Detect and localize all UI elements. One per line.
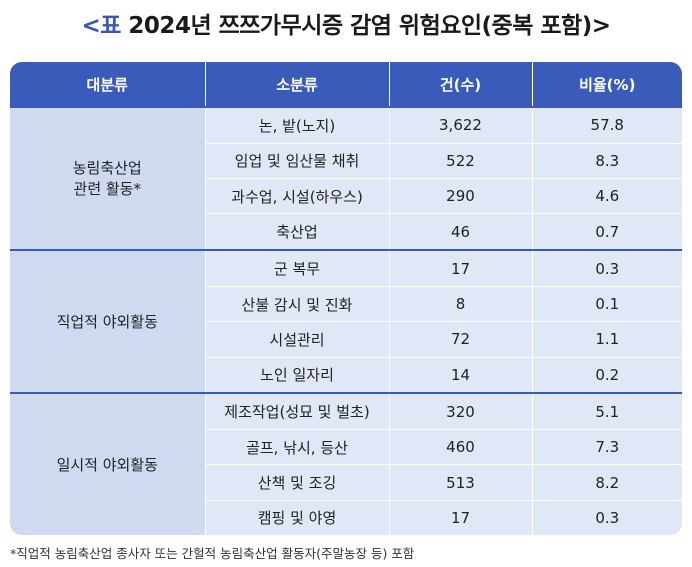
title-prefix: <표 xyxy=(81,13,121,39)
sub-category-cell: 임업 및 임산물 채취 xyxy=(204,142,389,179)
ratio-cell: 57.8 xyxy=(531,105,682,144)
count-cell: 3,622 xyxy=(388,105,532,144)
sub-category-cell: 골프, 낚시, 등산 xyxy=(204,428,389,465)
ratio-cell: 8.3 xyxy=(531,142,682,179)
count-cell: 460 xyxy=(388,428,532,465)
count-cell: 72 xyxy=(388,321,532,358)
page-title: <표 2024년 쯔쯔가무시증 감염 위험요인(중복 포함)> xyxy=(0,6,692,40)
ratio-cell: 0.1 xyxy=(531,285,682,322)
table-row: 골프, 낚시, 등산 460 7.3 xyxy=(10,428,682,465)
table-row: 직업적 야외활동 군 복무 17 0.3 xyxy=(10,249,682,394)
count-cell: 522 xyxy=(388,142,532,179)
sub-category-cell: 산책 및 조깅 xyxy=(204,464,389,501)
table-row: 임업 및 임산물 채취 522 8.3 xyxy=(10,142,682,179)
risk-factor-table: 대분류 소분류 건(수) 비율(%) 농림축산업 관련 활동* 논, 밭(노지)… xyxy=(10,62,682,535)
sub-category-cell: 과수업, 시설(하우스) xyxy=(204,178,389,214)
sub-category-cell: 군 복무 xyxy=(204,249,389,287)
table-row: 노인 일자리 14 0.2 xyxy=(10,356,682,394)
sub-category-cell: 축산업 xyxy=(204,213,389,251)
sub-category-cell: 캠핑 및 야영 xyxy=(204,499,389,535)
sub-category-cell: 산불 감시 및 진화 xyxy=(204,285,389,322)
footnote: *직업적 농림축산업 종사자 또는 간헐적 농림축산업 활동자(주말농장 등) … xyxy=(10,546,415,561)
count-cell: 17 xyxy=(388,249,532,287)
ratio-cell: 0.3 xyxy=(531,249,682,287)
count-cell: 17 xyxy=(388,499,532,535)
table-row: 캠핑 및 야영 17 0.3 xyxy=(10,499,682,535)
ratio-cell: 1.1 xyxy=(531,321,682,358)
ratio-cell: 7.3 xyxy=(531,428,682,465)
header-ratio: 비율(%) xyxy=(531,62,682,107)
ratio-cell: 0.7 xyxy=(531,213,682,251)
category-cell-agriculture: 농림축산업 관련 활동* xyxy=(10,105,205,251)
category-label-line: 농림축산업 xyxy=(72,159,142,178)
ratio-cell: 4.6 xyxy=(531,178,682,214)
count-cell: 290 xyxy=(388,178,532,214)
table-row: 일시적 야외활동 제조작업(성묘 및 벌초) 320 5.1 xyxy=(10,392,682,535)
table-header-row: 대분류 소분류 건(수) 비율(%) xyxy=(10,62,682,107)
sub-category-cell: 논, 밭(노지) xyxy=(204,105,389,144)
category-cell-occupational: 직업적 야외활동 xyxy=(10,249,205,394)
table-row: 농림축산업 관련 활동* 논, 밭(노지) 3,622 57.8 xyxy=(10,105,682,251)
header-major-category: 대분류 xyxy=(10,62,205,107)
category-label-line: 직업적 야외활동 xyxy=(56,312,158,331)
header-sub-category: 소분류 xyxy=(204,62,389,107)
table-row: 시설관리 72 1.1 xyxy=(10,321,682,358)
title-text: 2024년 쯔쯔가무시증 감염 위험요인(중복 포함)> xyxy=(120,13,611,39)
table-row: 축산업 46 0.7 xyxy=(10,213,682,251)
count-cell: 46 xyxy=(388,213,532,251)
count-cell: 320 xyxy=(388,392,532,430)
sub-category-cell: 노인 일자리 xyxy=(204,356,389,394)
category-cell-temporary: 일시적 야외활동 xyxy=(10,392,205,535)
count-cell: 14 xyxy=(388,356,532,394)
ratio-cell: 5.1 xyxy=(531,392,682,430)
sub-category-cell: 제조작업(성묘 및 벌초) xyxy=(204,392,389,430)
category-label-line: 일시적 야외활동 xyxy=(56,455,158,474)
count-cell: 8 xyxy=(388,285,532,322)
ratio-cell: 8.2 xyxy=(531,464,682,501)
table-row: 과수업, 시설(하우스) 290 4.6 xyxy=(10,178,682,214)
header-count: 건(수) xyxy=(388,62,532,107)
count-cell: 513 xyxy=(388,464,532,501)
table-row: 산불 감시 및 진화 8 0.1 xyxy=(10,285,682,322)
category-label-line: 관련 활동* xyxy=(73,179,141,198)
table-row: 산책 및 조깅 513 8.2 xyxy=(10,464,682,501)
sub-category-cell: 시설관리 xyxy=(204,321,389,358)
ratio-cell: 0.2 xyxy=(531,356,682,394)
ratio-cell: 0.3 xyxy=(531,499,682,535)
